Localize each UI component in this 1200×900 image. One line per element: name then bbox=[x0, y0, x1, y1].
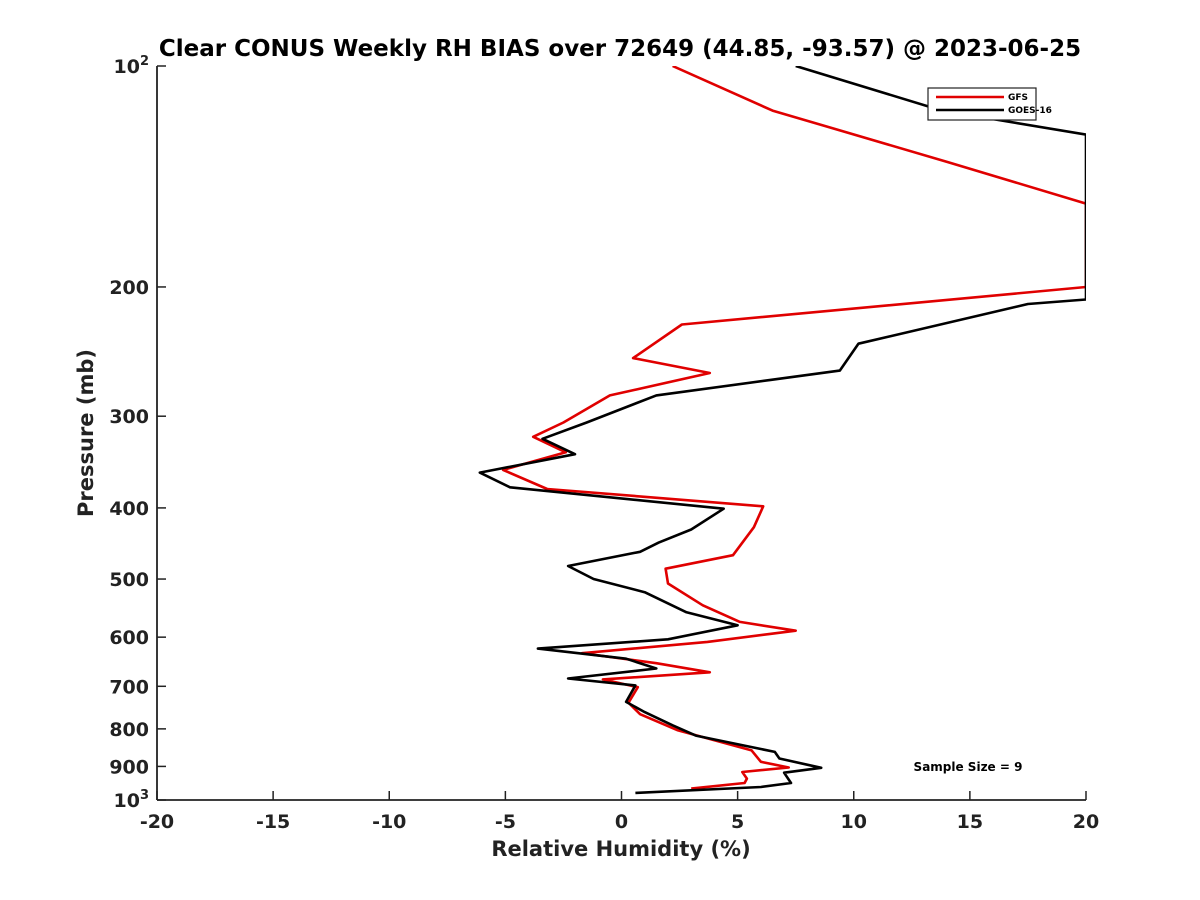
y-tick-label: 500 bbox=[109, 569, 149, 591]
series-line-gfs bbox=[501, 66, 1086, 790]
y-ticks: 102 200 300 400 500 600 700 800 900 103 bbox=[109, 54, 166, 812]
x-tick-label: 10 bbox=[841, 811, 867, 833]
y-tick-label: 200 bbox=[109, 277, 149, 299]
series-layer bbox=[478, 66, 1086, 795]
legend-label-gfs: GFS bbox=[1008, 93, 1028, 103]
y-tick-label: 900 bbox=[109, 756, 149, 778]
x-ticks: -20 -15 -10 -5 0 5 10 15 20 bbox=[140, 791, 1099, 833]
x-tick-label: 0 bbox=[615, 811, 628, 833]
series-line-goes-16 bbox=[478, 66, 1086, 795]
y-tick-label: 300 bbox=[109, 406, 149, 428]
y-tick-label: 400 bbox=[109, 498, 149, 520]
y-tick-label: 102 bbox=[114, 54, 150, 78]
sample-size-annotation: Sample Size = 9 bbox=[914, 760, 1023, 774]
chart-title: Clear CONUS Weekly RH BIAS over 72649 (4… bbox=[159, 36, 1081, 62]
x-tick-label: -20 bbox=[140, 811, 174, 833]
x-tick-label: 20 bbox=[1073, 811, 1099, 833]
y-tick-label: 103 bbox=[114, 788, 150, 812]
x-tick-label: -10 bbox=[372, 811, 406, 833]
x-tick-label: 15 bbox=[957, 811, 983, 833]
legend: GFS GOES-16 bbox=[927, 87, 1052, 121]
x-tick-label: -15 bbox=[256, 811, 290, 833]
y-axis-label: Pressure (mb) bbox=[74, 349, 98, 517]
x-tick-label: 5 bbox=[731, 811, 744, 833]
x-axis-label: Relative Humidity (%) bbox=[491, 837, 750, 861]
y-tick-label: 600 bbox=[109, 627, 149, 649]
legend-box bbox=[927, 87, 1037, 121]
y-tick-label: 800 bbox=[109, 719, 149, 741]
legend-label-goes: GOES-16 bbox=[1008, 106, 1052, 116]
x-tick-label: -5 bbox=[495, 811, 516, 833]
plot-area: -20 -15 -10 -5 0 5 10 15 20 102 200 300 400 500 600 70… bbox=[109, 54, 1099, 833]
y-tick-label: 700 bbox=[109, 676, 149, 698]
